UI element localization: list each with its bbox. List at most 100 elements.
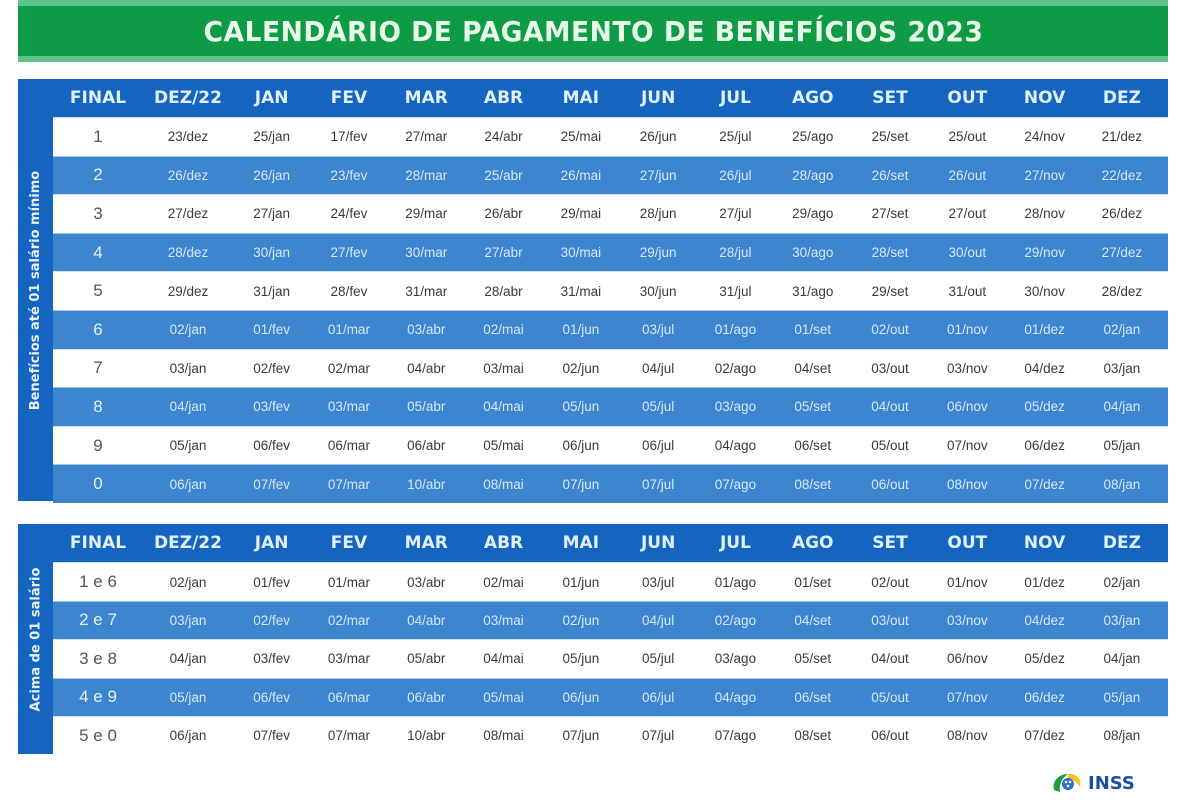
column-header: SET bbox=[872, 88, 908, 108]
date-cell: 02/out bbox=[871, 322, 909, 338]
date-cell: 04/jan bbox=[1103, 651, 1141, 667]
date-cell: 05/dez bbox=[1024, 651, 1065, 667]
date-cell: 05/jun bbox=[562, 399, 600, 415]
date-cell: 31/mai bbox=[560, 283, 602, 299]
date-cell: 22/dez bbox=[1101, 167, 1143, 183]
date-cell: 26/jul bbox=[719, 167, 752, 183]
date-cell: 03/jan bbox=[169, 612, 207, 628]
side-label-text: Benefícios até 01 salário mínimo bbox=[28, 170, 43, 410]
date-cell: 03/jan bbox=[1103, 360, 1141, 376]
date-cell: 08/jan bbox=[1103, 728, 1141, 744]
date-cell: 28/jul bbox=[719, 245, 752, 261]
column-header: ABR bbox=[483, 533, 524, 554]
column-header: OUT bbox=[947, 88, 988, 108]
date-cell: 06/nov bbox=[947, 651, 988, 667]
date-cell: 27/dez bbox=[167, 206, 209, 222]
date-cell: 02/jun bbox=[562, 360, 600, 376]
date-cell: 05/jan bbox=[169, 689, 207, 705]
date-cell: 08/set bbox=[794, 728, 832, 744]
date-cell: 28/abr bbox=[484, 283, 523, 299]
date-cell: 03/ago bbox=[714, 399, 757, 415]
date-cell: 01/dez bbox=[1024, 322, 1065, 338]
date-cell: 02/jan bbox=[1103, 574, 1141, 590]
table-row: 4 28/dez 30/jan 27/fev 30/mar 27/abr 30/mai 29/… bbox=[53, 232, 1168, 272]
date-cell: 05/mai bbox=[483, 689, 524, 705]
table-row: 0 06/jan 07/fev 07/mar 10/abr 08/mai 07/jun 07/… bbox=[53, 464, 1168, 503]
date-cell: 24/nov bbox=[1024, 129, 1065, 145]
date-cell: 02/mai bbox=[483, 574, 524, 590]
date-cell: 08/jan bbox=[1103, 476, 1141, 492]
final-digit-cell: 5 e 0 bbox=[79, 725, 117, 745]
date-cell: 01/set bbox=[794, 574, 832, 590]
final-digit-cell: 9 bbox=[93, 435, 103, 455]
date-cell: 02/fev bbox=[253, 360, 291, 376]
date-cell: 29/nov bbox=[1024, 245, 1065, 261]
date-cell: 23/fev bbox=[330, 167, 368, 183]
column-header: MAI bbox=[562, 533, 600, 554]
date-cell: 28/dez bbox=[1101, 283, 1143, 299]
date-cell: 03/fev bbox=[253, 651, 291, 667]
date-cell: 04/set bbox=[794, 360, 832, 376]
date-cell: 30/nov bbox=[1024, 283, 1065, 299]
date-cell: 02/fev bbox=[253, 612, 291, 628]
table-row: 8 04/jan 03/fev 03/mar 05/abr 04/mai 05/jun 05/… bbox=[53, 387, 1168, 426]
date-cell: 06/jul bbox=[641, 438, 675, 454]
date-cell: 28/jun bbox=[639, 206, 677, 222]
date-cell: 04/ago bbox=[714, 689, 757, 705]
date-cell: 01/nov bbox=[947, 322, 988, 338]
date-cell: 04/jan bbox=[1103, 399, 1141, 415]
table-row: 5 29/dez 31/jan 28/fev 31/mar 28/abr 31/mai 30/… bbox=[53, 271, 1168, 310]
date-cell: 10/abr bbox=[407, 728, 446, 744]
column-header: OUT bbox=[947, 533, 988, 554]
final-digit-cell: 2 e 7 bbox=[79, 610, 117, 630]
date-cell: 03/mar bbox=[327, 399, 370, 415]
date-cell: 07/dez bbox=[1024, 476, 1065, 492]
date-cell: 05/jan bbox=[1103, 438, 1141, 454]
table-row: 3 e 8 04/jan 03/fev 03/mar 05/abr 04/mai 05/ju… bbox=[53, 639, 1168, 678]
date-cell: 29/mar bbox=[405, 206, 448, 222]
final-digit-cell: 3 e 8 bbox=[79, 648, 117, 668]
table-row: 9 05/jan 06/fev 06/mar 06/abr 05/mai 06/jun 06/… bbox=[53, 425, 1168, 465]
date-cell: 25/abr bbox=[484, 167, 523, 183]
table-row: 2 26/dez 26/jan 23/fev 28/mar 25/abr 26/mai 27/… bbox=[53, 155, 1168, 195]
column-header: AGO bbox=[791, 533, 834, 554]
column-header: ABR bbox=[483, 88, 524, 108]
date-cell: 06/set bbox=[794, 438, 832, 454]
column-header: MAR bbox=[404, 533, 448, 554]
date-cell: 29/mai bbox=[560, 206, 602, 222]
date-cell: 27/mar bbox=[405, 129, 448, 145]
final-digit-cell: 7 bbox=[93, 358, 103, 378]
inss-logo: INSS bbox=[1050, 770, 1135, 796]
table-row: 6 02/jan 01/fev 01/mar 03/abr 02/mai 01/jun 03/… bbox=[53, 309, 1168, 349]
date-cell: 27/jul bbox=[719, 206, 752, 222]
date-cell: 30/mai bbox=[560, 245, 602, 261]
date-cell: 27/jun bbox=[639, 167, 677, 183]
date-cell: 05/abr bbox=[407, 399, 446, 415]
date-cell: 25/jul bbox=[719, 129, 752, 145]
column-header: AGO bbox=[791, 88, 834, 108]
calendar-grid: FINAL DEZ/22 JAN FEV MAR ABR MAI JUN JUL AGO SET OU… bbox=[53, 79, 1168, 503]
date-cell: 07/nov bbox=[947, 438, 988, 454]
table-row: 4 e 9 05/jan 06/fev 06/mar 06/abr 05/mai 06/ju… bbox=[53, 677, 1168, 716]
date-cell: 02/mar bbox=[327, 612, 370, 628]
date-cell: 01/jun bbox=[562, 574, 600, 590]
column-header: NOV bbox=[1023, 533, 1066, 554]
date-cell: 03/abr bbox=[407, 574, 446, 590]
table-row: 7 03/jan 02/fev 02/mar 04/abr 03/mai 02/jun 04/… bbox=[53, 348, 1168, 388]
date-cell: 27/jan bbox=[253, 206, 291, 222]
date-cell: 31/jan bbox=[253, 283, 291, 299]
date-cell: 05/jan bbox=[169, 438, 207, 454]
date-cell: 27/out bbox=[948, 206, 987, 222]
final-digit-cell: 5 bbox=[93, 281, 103, 301]
date-cell: 07/jul bbox=[641, 476, 675, 492]
date-cell: 01/fev bbox=[253, 574, 291, 590]
date-cell: 05/dez bbox=[1024, 399, 1065, 415]
date-cell: 25/set bbox=[871, 129, 909, 145]
date-cell: 07/fev bbox=[253, 476, 291, 492]
date-cell: 03/nov bbox=[947, 360, 988, 376]
date-cell: 02/mar bbox=[327, 360, 370, 376]
date-cell: 04/mai bbox=[483, 399, 524, 415]
table-row: 1 e 6 02/jan 01/fev 01/mar 03/abr 02/mai 01/ju… bbox=[53, 562, 1168, 601]
date-cell: 28/ago bbox=[792, 167, 834, 183]
column-header: DEZ bbox=[1102, 533, 1141, 554]
